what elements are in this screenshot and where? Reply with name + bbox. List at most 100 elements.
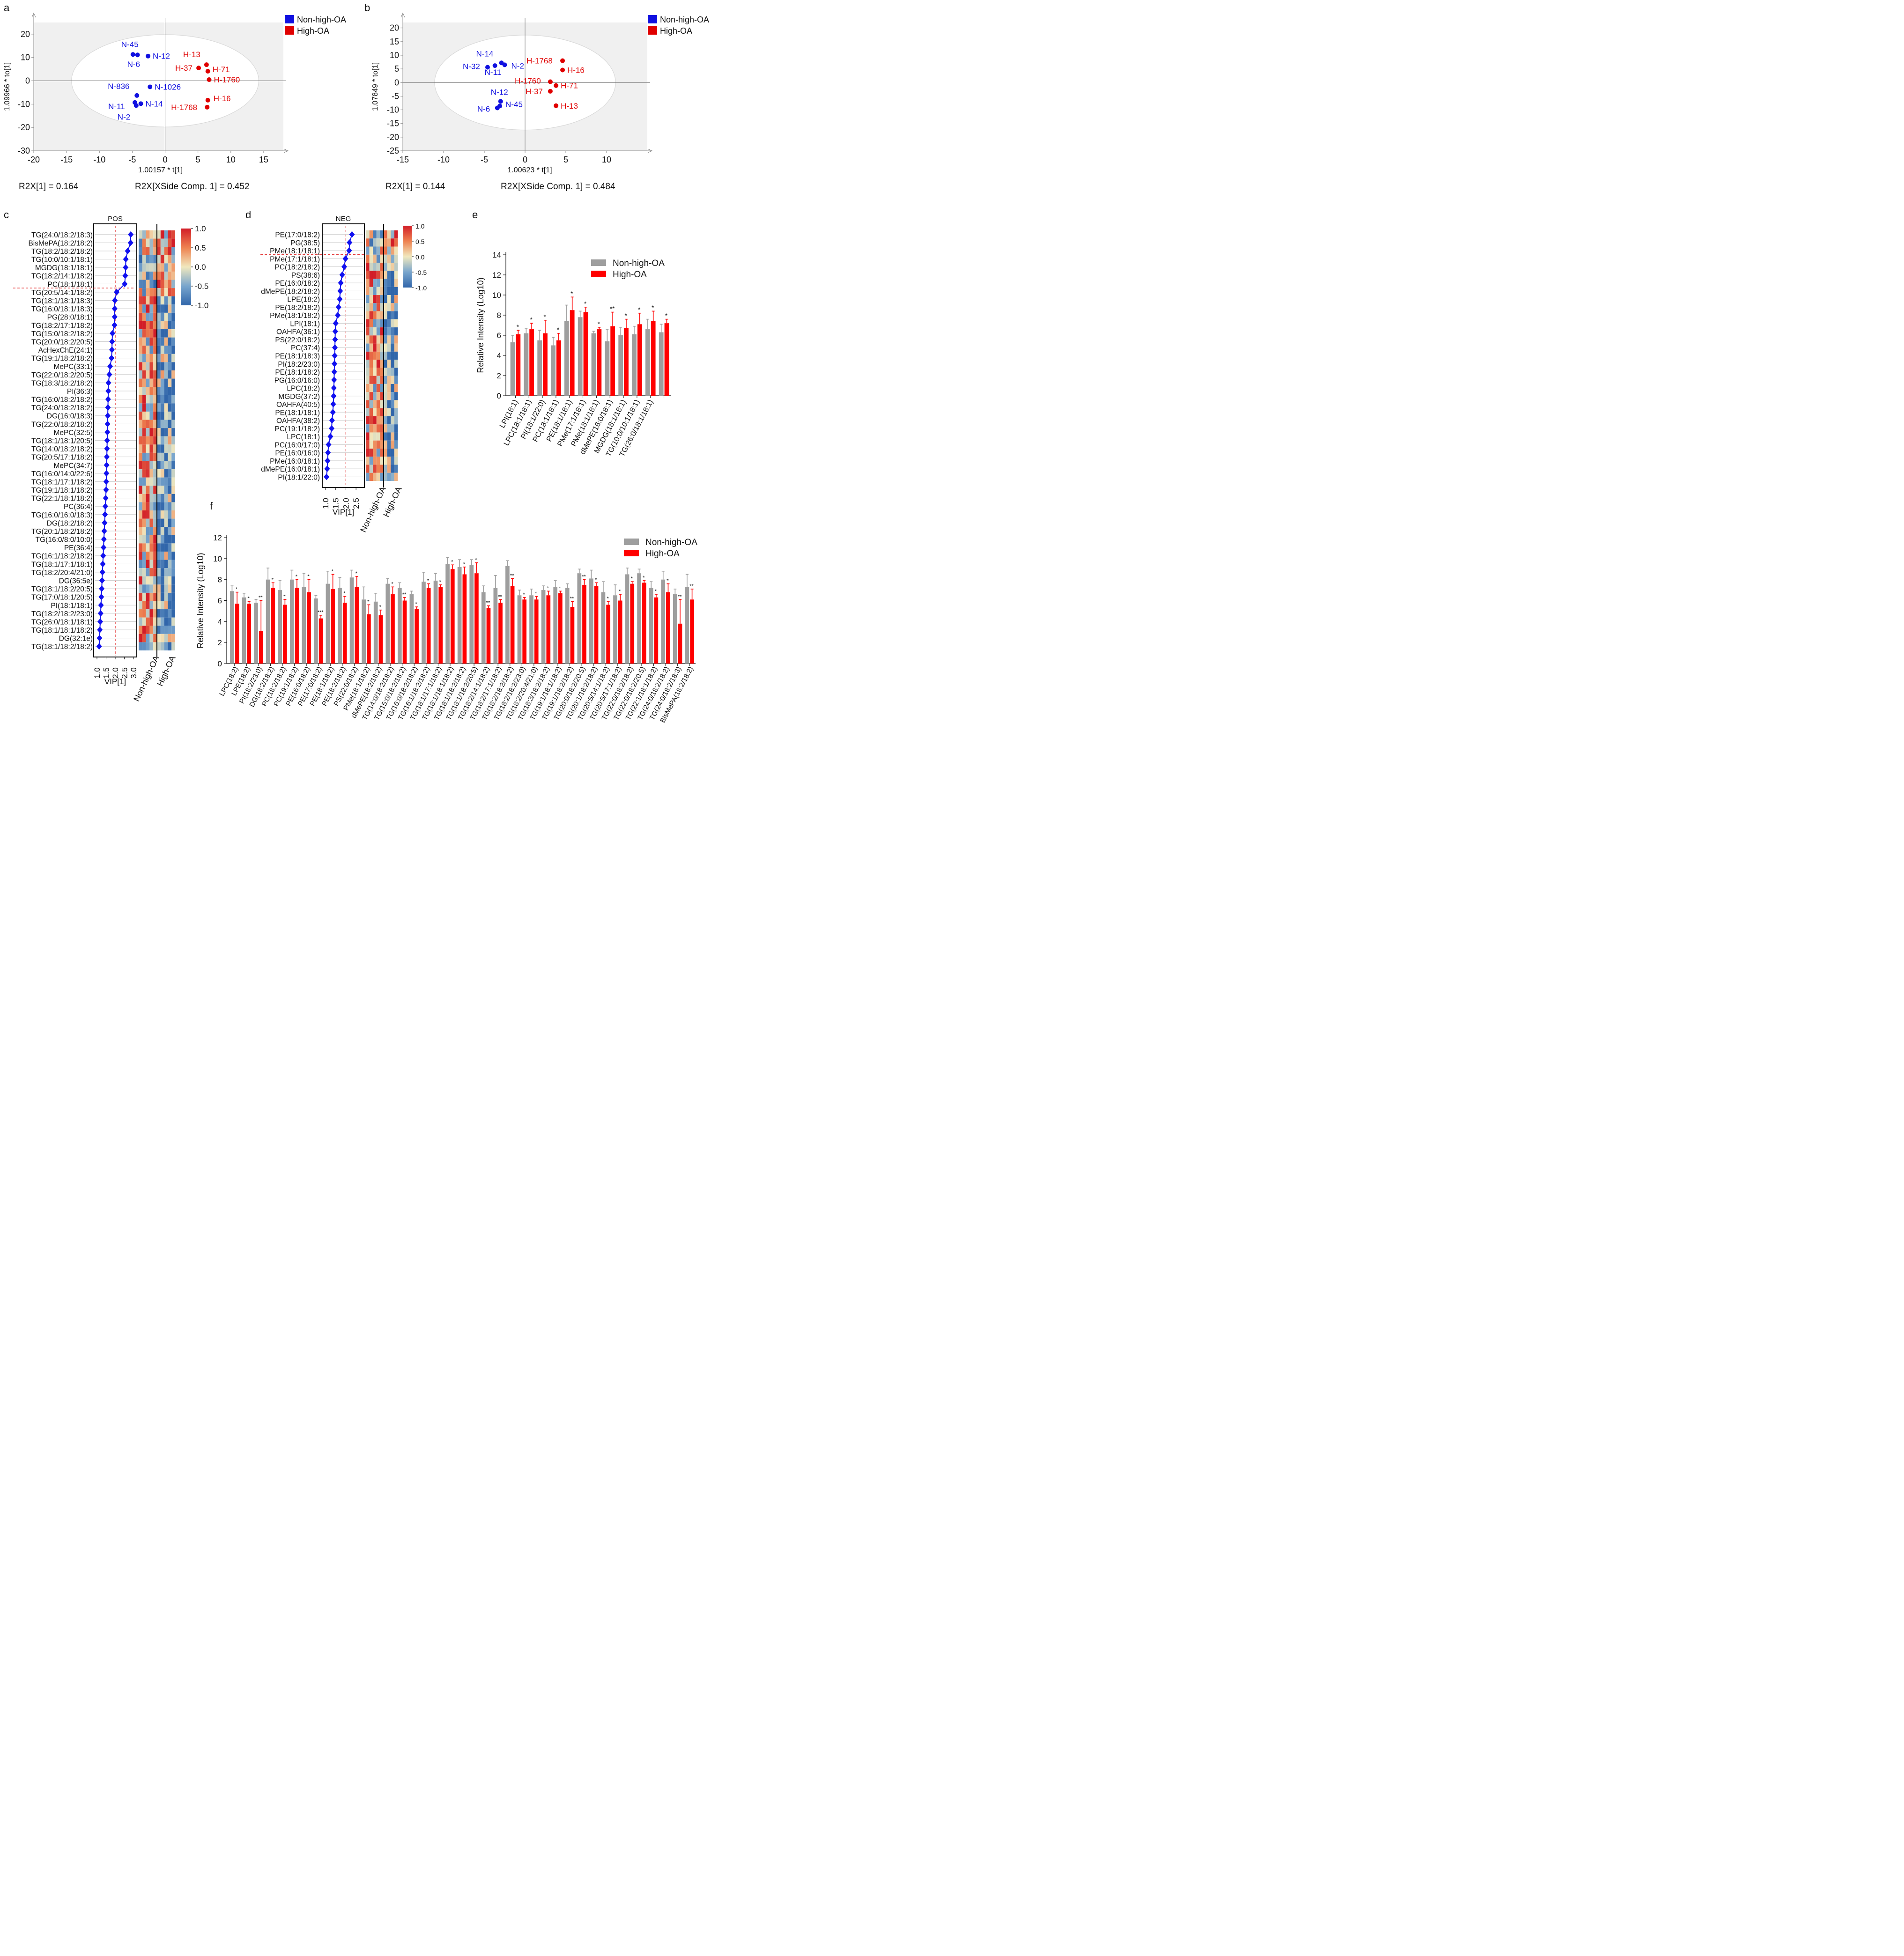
heatmap-cell [149, 444, 154, 453]
heatmap-cell [139, 420, 142, 428]
heatmap-cell [157, 362, 161, 370]
heatmap-cell [160, 609, 164, 618]
vip-marker [111, 322, 118, 329]
lipid-name: PE(16:0/16:0) [275, 450, 320, 458]
heatmap-cell [142, 452, 146, 461]
vip-marker [324, 465, 330, 472]
bar-high-oa [610, 326, 615, 396]
heatmap-cell [139, 312, 142, 321]
heatmap-cell [164, 494, 168, 502]
axis-arrow [283, 148, 289, 153]
heatmap-cell [376, 424, 380, 433]
heatmap-cell [369, 424, 373, 433]
vip-marker [127, 239, 133, 246]
heatmap-cell [387, 335, 391, 344]
heatmap-cell [157, 420, 161, 428]
heatmap-cell [157, 444, 161, 453]
bar-high-oa [247, 604, 252, 664]
heatmap-cell [153, 568, 157, 576]
heatmap-cell [157, 387, 161, 395]
heatmap-cell [146, 576, 150, 585]
heatmap-cell [164, 518, 168, 527]
heatmap-cell [160, 337, 164, 346]
heatmap-cell [380, 416, 384, 425]
lipid-name: TG(20:5/17:1/18:2) [31, 454, 93, 462]
heatmap-cell [153, 304, 157, 313]
vip-marker [123, 264, 129, 271]
heatmap-cell [153, 346, 157, 354]
bar-non-high-oa [577, 573, 582, 664]
heatmap-cell [153, 592, 157, 601]
heatmap-cell [142, 444, 146, 453]
heatmap-cell [160, 626, 164, 634]
heatmap-cell [160, 238, 164, 247]
heatmap-cell [391, 440, 394, 449]
heatmap-cell [142, 469, 146, 478]
heatmap-cell [164, 642, 168, 650]
heatmap-cell [142, 337, 146, 346]
heatmap-cell [149, 477, 154, 486]
legend-label: Non-high-OA [613, 258, 665, 268]
heatmap-cell [160, 452, 164, 461]
heatmap-cell [391, 287, 394, 295]
bar-non-high-oa [685, 587, 689, 664]
heatmap-cell [149, 452, 154, 461]
heatmap-cell [149, 362, 154, 370]
heatmap-cell [373, 335, 377, 344]
lipid-name: LPI(18:1) [290, 320, 320, 328]
lipid-name: TG(24:0/18:2/18:2) [31, 404, 93, 412]
colorbar [181, 229, 191, 305]
legend-swatch [624, 539, 639, 545]
heatmap-cell [149, 420, 154, 428]
heatmap-cell [366, 472, 370, 481]
vip-marker [103, 478, 109, 485]
vip-marker [122, 280, 128, 288]
legend-swatch [591, 259, 606, 266]
heatmap-cell [391, 472, 394, 481]
heatmap-cell [153, 469, 157, 478]
heatmap-cell [142, 378, 146, 387]
point-label: H-1760 [515, 77, 541, 86]
bar-non-high-oa [481, 592, 486, 664]
panel-a: a-20 -15 -10 -5 0 5 10 15-30-20-10010201.00157 … [3, 2, 346, 192]
heatmap-cell [171, 642, 175, 650]
heatmap-cell [153, 321, 157, 330]
significance-marker: ** [510, 573, 514, 578]
heatmap-cell [149, 469, 154, 478]
heatmap-cell [160, 346, 164, 354]
heatmap-cell [384, 416, 387, 425]
heatmap-cell [366, 440, 370, 449]
data-point [548, 89, 553, 94]
heatmap-cell [168, 420, 172, 428]
heatmap-cell [153, 609, 157, 618]
vip-marker [102, 503, 108, 510]
heatmap-cell [168, 642, 172, 650]
lipid-name: PMe(18:1/18:2) [270, 312, 320, 320]
heatmap-cell [157, 411, 161, 420]
heatmap-cell [149, 370, 154, 379]
heatmap-cell [149, 387, 154, 395]
heatmap-cell [366, 263, 370, 271]
heatmap-cell [380, 392, 384, 400]
heatmap-cell [142, 486, 146, 494]
bar-non-high-oa [524, 333, 529, 396]
heatmap-cell [373, 408, 377, 416]
heatmap-cell [394, 230, 398, 239]
heatmap-cell [153, 354, 157, 362]
bar-high-oa [582, 584, 586, 664]
heatmap-cell [142, 395, 146, 404]
lipid-name: DG(16:0/18:3) [47, 413, 93, 421]
lipid-name: DG(36:5e) [59, 577, 93, 585]
lipid-name: dMePE(18:2/18:2) [261, 288, 320, 295]
heatmap-cell [139, 378, 142, 387]
heatmap-cell [168, 271, 172, 280]
heatmap-cell [153, 296, 157, 305]
heatmap-cell [168, 247, 172, 255]
heatmap-cell [164, 420, 168, 428]
heatmap-cell [142, 584, 146, 593]
heatmap-cell [373, 246, 377, 255]
lipid-name: PC(19:1/18:2) [275, 425, 320, 433]
heatmap-cell [387, 246, 391, 255]
y-tick-label: 10 [21, 53, 30, 62]
heatmap-cell [384, 335, 387, 344]
